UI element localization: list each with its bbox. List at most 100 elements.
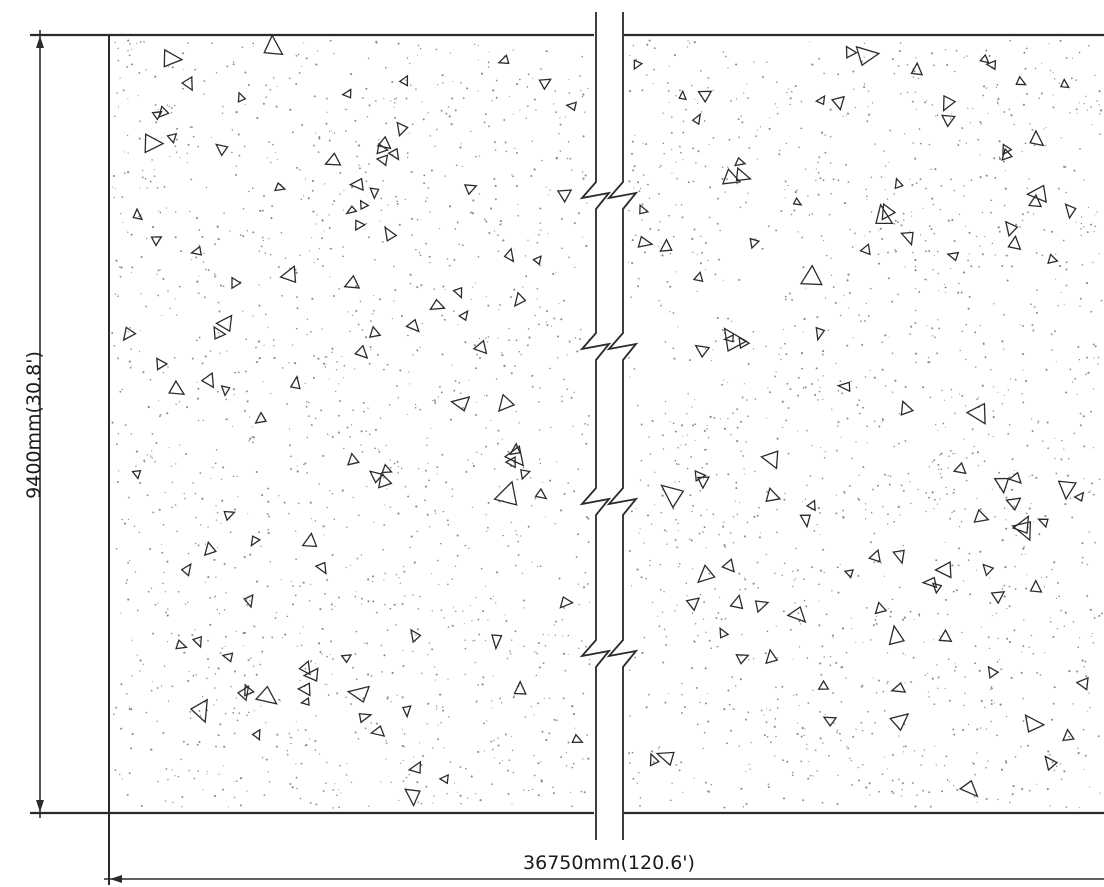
speckle-dot: [687, 392, 689, 395]
speckle-dot: [988, 647, 991, 650]
speckle-dot: [145, 711, 148, 714]
speckle-dot: [663, 152, 665, 155]
speckle-dot: [858, 498, 861, 501]
aggregate-triangle: [254, 685, 278, 705]
speckle-dot: [528, 789, 530, 792]
speckle-dot: [740, 115, 742, 118]
speckle-dot: [1027, 211, 1029, 214]
speckle-dot: [495, 602, 497, 604]
speckle-dot: [164, 591, 167, 593]
speckle-dot: [365, 222, 368, 225]
speckle-dot: [343, 189, 345, 191]
speckle-dot: [453, 389, 456, 392]
speckle-dot: [195, 339, 198, 342]
speckle-dot: [402, 665, 405, 667]
speckle-dot: [409, 546, 411, 549]
speckle-dot: [562, 378, 565, 381]
speckle-dot: [858, 314, 860, 317]
speckle-dot: [537, 794, 540, 797]
speckle-dot: [567, 634, 570, 637]
speckle-dot: [1060, 292, 1062, 294]
speckle-dot: [493, 141, 496, 144]
speckle-dot: [232, 61, 235, 63]
speckle-dot: [917, 488, 919, 491]
speckle-dot: [362, 697, 365, 700]
speckle-dot: [322, 362, 326, 365]
speckle-dot: [666, 530, 668, 532]
speckle-dot: [326, 655, 328, 658]
speckle-dot: [255, 360, 259, 363]
speckle-dot: [168, 700, 170, 702]
speckle-dot: [803, 599, 806, 602]
speckle-dot: [426, 513, 429, 516]
speckle-dot: [1057, 581, 1059, 584]
speckle-dot: [571, 805, 573, 808]
speckle-dot: [972, 762, 975, 765]
speckle-dot: [678, 562, 681, 565]
speckle-dot: [627, 261, 630, 263]
speckle-dot: [886, 198, 889, 200]
speckle-dot: [214, 673, 217, 675]
speckle-dot: [669, 253, 672, 255]
speckle-dot: [1010, 114, 1013, 117]
speckle-dot: [1007, 389, 1009, 391]
speckle-dot: [927, 361, 930, 364]
speckle-dot: [699, 489, 701, 492]
speckle-dot: [395, 624, 397, 626]
speckle-dot: [346, 426, 349, 429]
speckle-dot: [976, 728, 979, 731]
speckle-dot: [1065, 284, 1068, 287]
aggregate-triangle: [660, 484, 685, 509]
speckle-dot: [539, 222, 542, 224]
speckle-dot: [331, 436, 334, 438]
speckle-dot: [1085, 356, 1088, 359]
speckle-dot: [385, 444, 387, 447]
speckle-dot: [1088, 45, 1090, 47]
speckle-dot: [729, 532, 732, 534]
speckle-dot: [408, 383, 410, 385]
speckle-dot: [270, 392, 272, 394]
aggregate-triangle: [340, 654, 353, 664]
speckle-dot: [217, 332, 220, 334]
speckle-dot: [322, 525, 325, 528]
speckle-dot: [529, 477, 532, 479]
speckle-dot: [792, 570, 794, 573]
speckle-dot: [192, 135, 195, 138]
speckle-dot: [997, 637, 999, 640]
speckle-dot: [806, 657, 809, 659]
speckle-dot: [1045, 127, 1047, 129]
speckle-dot: [505, 620, 508, 622]
speckle-dot: [944, 286, 947, 289]
speckle-dot: [238, 154, 241, 157]
speckle-dot: [262, 195, 266, 198]
speckle-dot: [205, 186, 208, 189]
speckle-dot: [582, 692, 585, 695]
speckle-dot: [802, 387, 805, 389]
speckle-dot: [785, 353, 788, 356]
speckle-dot: [677, 326, 679, 328]
speckle-dot: [692, 251, 694, 254]
aggregate-triangle: [805, 499, 816, 512]
speckle-dot: [997, 97, 1000, 101]
speckle-dot: [460, 143, 462, 145]
speckle-dot: [526, 344, 529, 347]
aggregate-triangle: [369, 187, 380, 200]
speckle-dot: [515, 339, 518, 342]
speckle-dot: [443, 747, 445, 749]
speckle-dot: [875, 622, 878, 625]
speckle-dot: [837, 73, 840, 76]
speckle-dot: [923, 749, 926, 751]
speckle-dot: [331, 673, 333, 675]
aggregate-triangle: [993, 477, 1010, 495]
speckle-dot: [851, 628, 853, 630]
speckle-dot: [976, 801, 978, 804]
aggregate-triangle: [1075, 676, 1089, 691]
speckle-dot: [865, 509, 867, 511]
speckle-dot: [840, 436, 842, 438]
speckle-dot: [811, 444, 813, 447]
speckle-dot: [814, 749, 817, 752]
speckle-dot: [273, 356, 276, 360]
speckle-dot: [452, 80, 454, 82]
speckle-dot: [1055, 472, 1058, 475]
speckle-dot: [800, 127, 803, 130]
